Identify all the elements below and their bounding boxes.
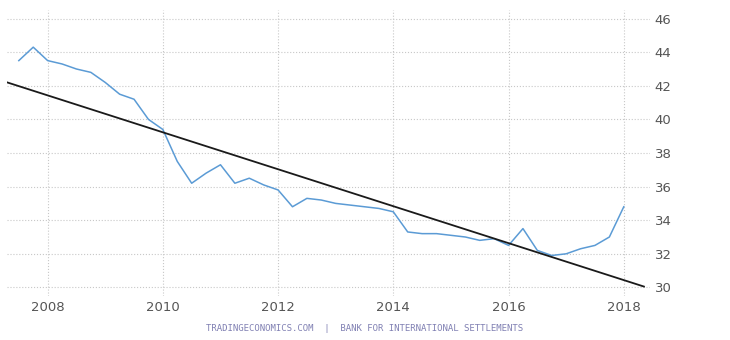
Text: TRADINGECONOMICS.COM  |  BANK FOR INTERNATIONAL SETTLEMENTS: TRADINGECONOMICS.COM | BANK FOR INTERNAT… [207,324,523,333]
